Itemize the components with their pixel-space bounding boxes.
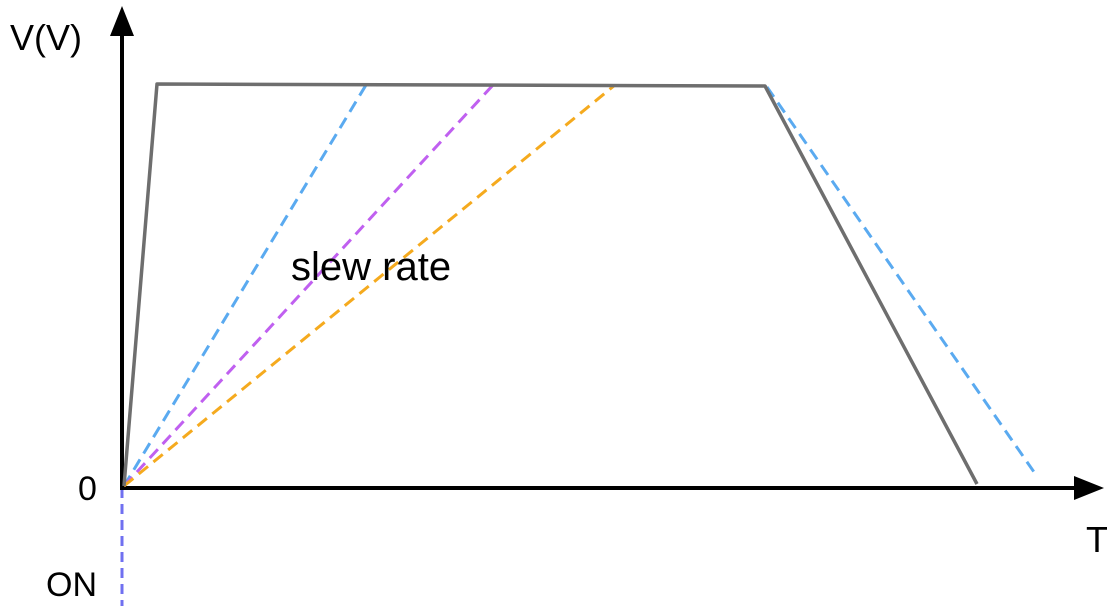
on-label: ON [46, 566, 97, 604]
x-axis-label: T [1086, 519, 1107, 560]
ramp-purple-dashed [122, 83, 495, 488]
y-axis-label: V(V) [10, 17, 82, 58]
fall-blue-dashed [765, 86, 1036, 473]
x-axis-arrowhead [1074, 476, 1104, 500]
ramp-orange-dashed [123, 83, 616, 488]
ramp-blue-dashed [122, 84, 368, 487]
output-waveform [122, 82, 979, 487]
slew-rate-annotation: slew rate [291, 245, 451, 289]
y-axis-arrowhead [110, 6, 134, 36]
origin-label: 0 [78, 470, 97, 508]
